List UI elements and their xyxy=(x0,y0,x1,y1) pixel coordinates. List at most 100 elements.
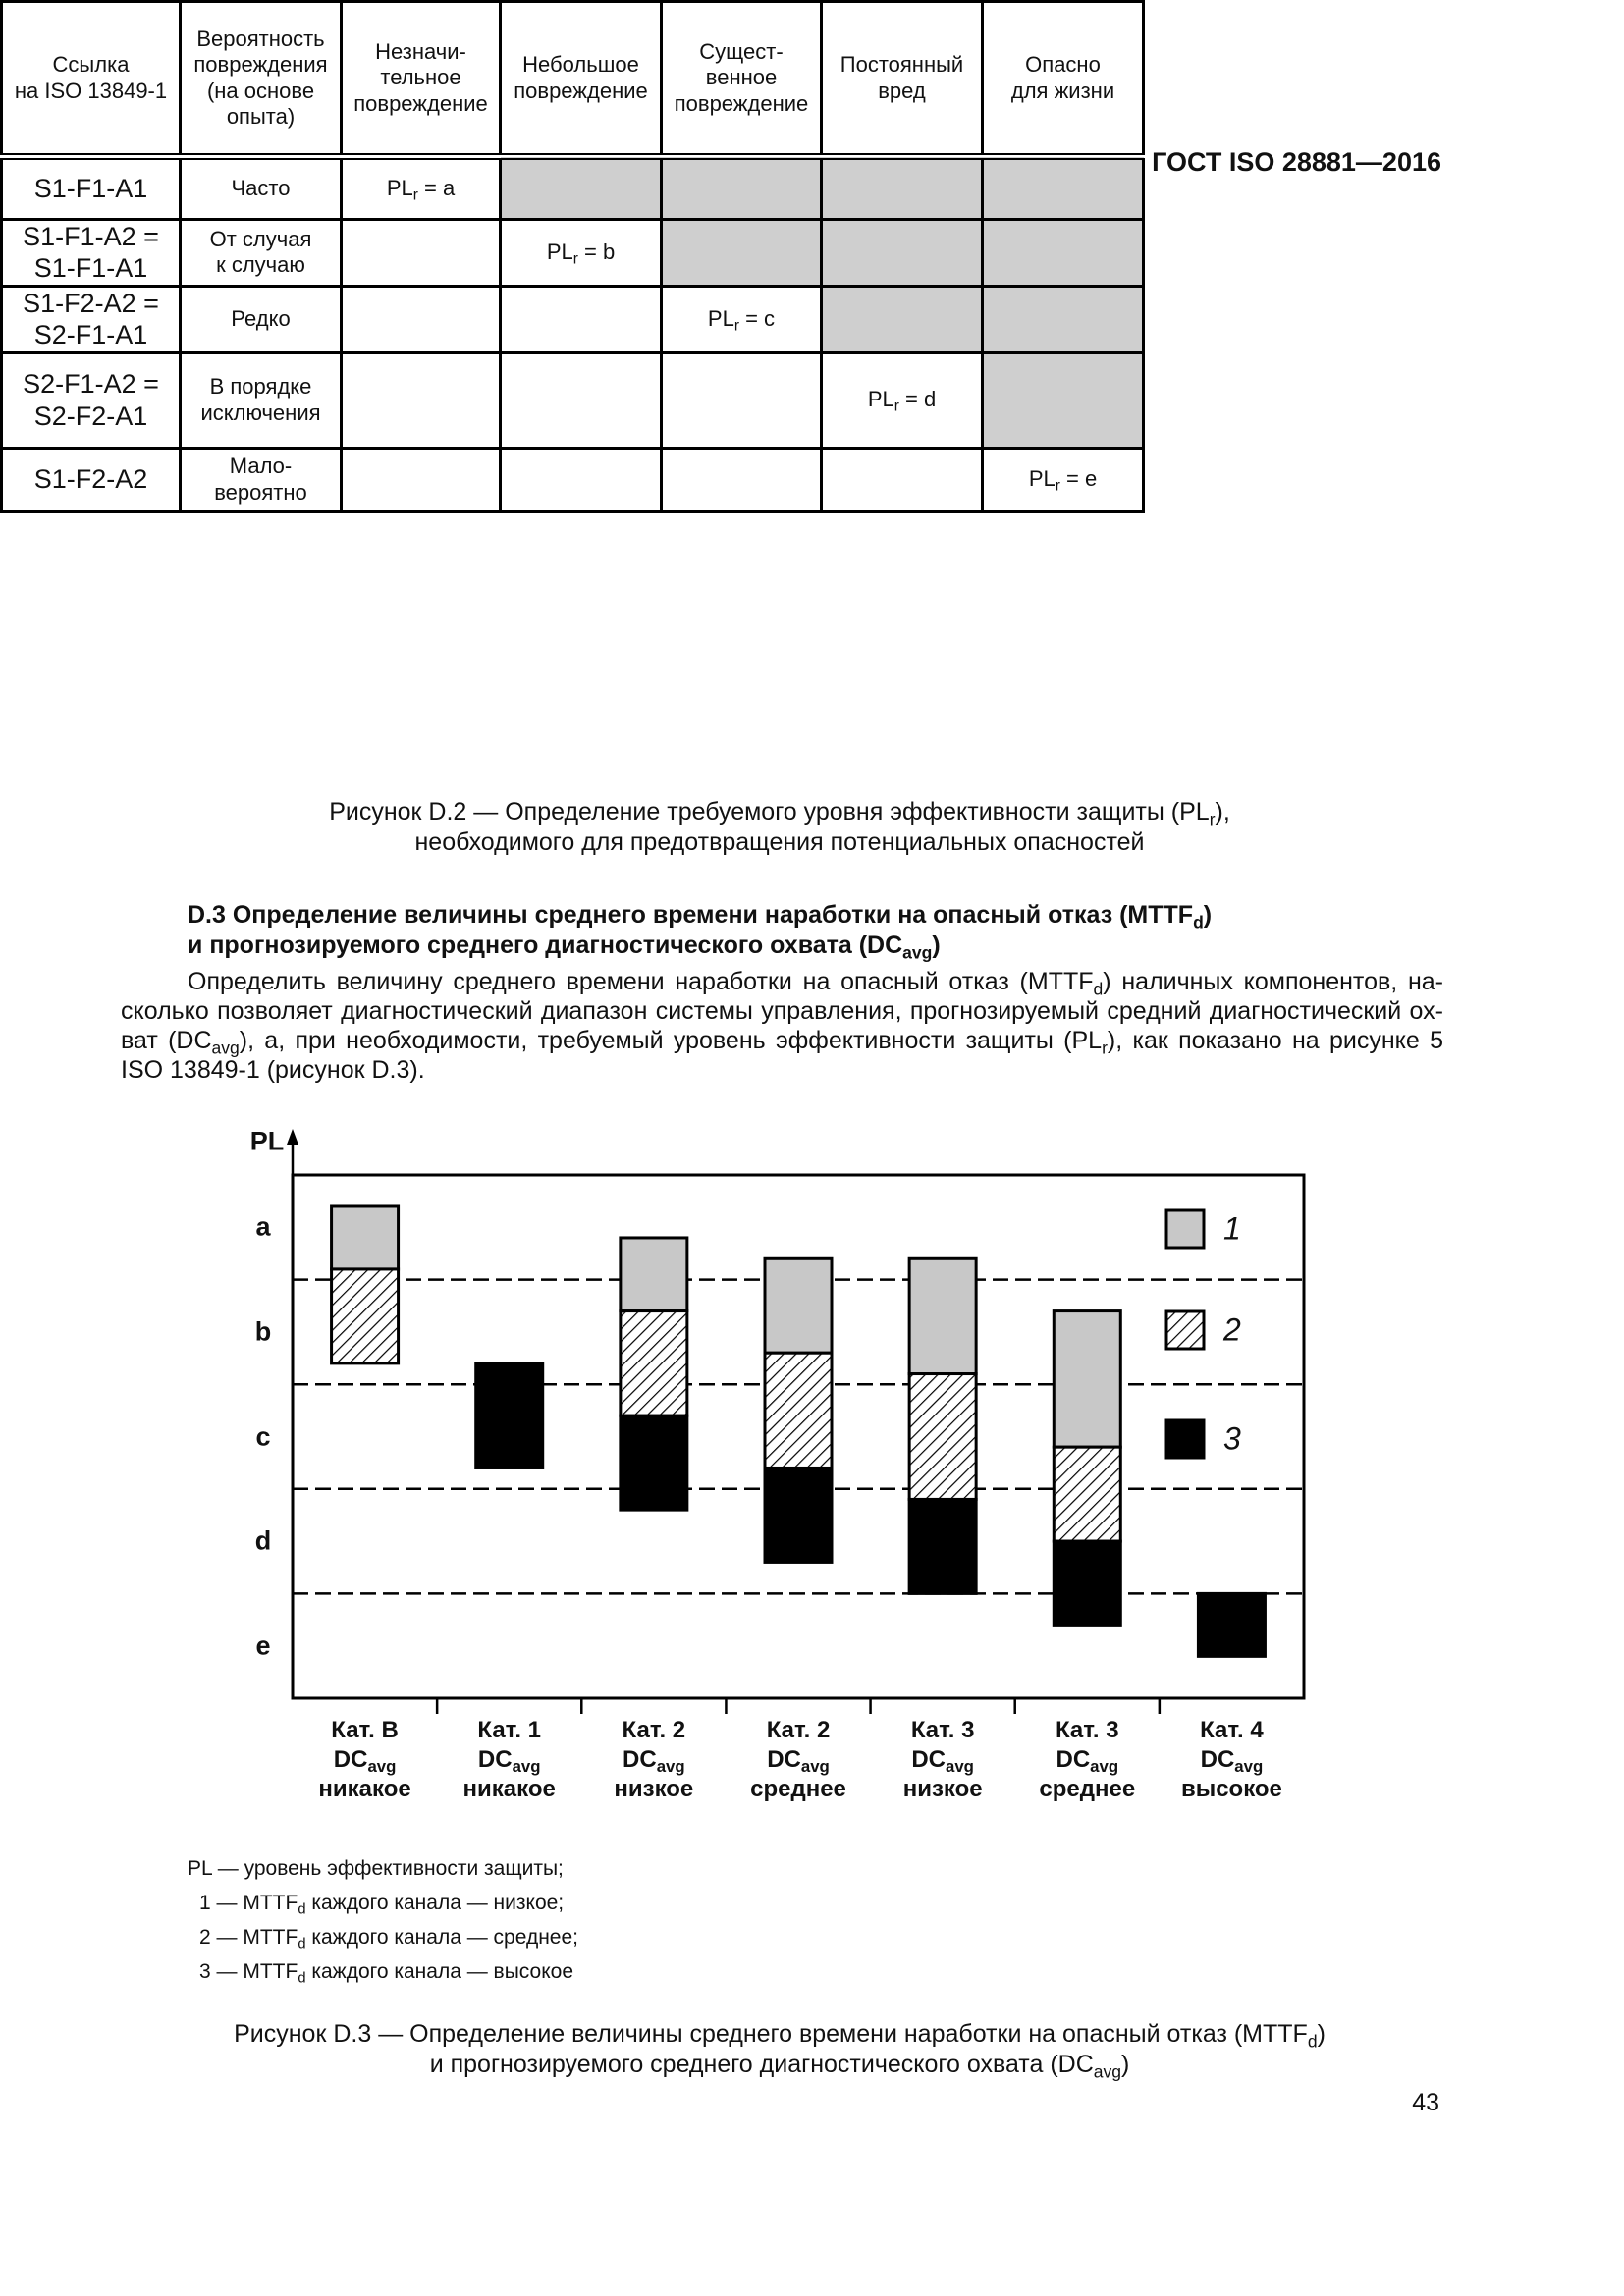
y-tick-label: a xyxy=(255,1211,271,1242)
text-run: ), необходимого для предотвращения потен… xyxy=(414,798,1230,856)
text-run: Опасно для жизни xyxy=(1010,52,1115,103)
text-run: ) xyxy=(1120,2051,1130,2078)
table-row: S1-F1-A1 Часто PLr = a xyxy=(0,155,1145,221)
bar-segment xyxy=(763,1351,834,1469)
text-run: S2-F1-A2 = S2-F2-A1 xyxy=(23,369,159,431)
x-tick-label: Кат. 2 DCavg среднее xyxy=(750,1716,846,1804)
text-run: высокое xyxy=(1180,1776,1282,1802)
text-run: Кат. 3 DC xyxy=(1055,1717,1119,1773)
table-cell xyxy=(820,155,984,221)
bar-segment xyxy=(763,1256,834,1355)
table-cell xyxy=(660,350,823,450)
text-run: сколько позволяет диагностический диапаз… xyxy=(121,997,1443,1025)
table-cell: PLr = e xyxy=(981,446,1145,513)
bar-segment xyxy=(330,1267,401,1365)
x-tick-label: Кат. 3 DCavg среднее xyxy=(1039,1716,1135,1804)
bar-segment xyxy=(907,1372,978,1501)
text-run: каждого канала — низкое; xyxy=(305,1892,565,1914)
subscript: avg xyxy=(800,1757,830,1777)
text-run: = c xyxy=(738,305,776,331)
subscript: r xyxy=(1102,1038,1108,1058)
text-run: Вероятность повреждения (на основе опыта… xyxy=(193,26,328,129)
header-cell: Небольшое повреждение xyxy=(499,0,663,160)
text-run: низкое xyxy=(902,1776,983,1802)
paragraph-line: ват (DCavg), а, при необходимости, требу… xyxy=(121,1026,1443,1058)
table-cell xyxy=(820,284,984,354)
bar-segment xyxy=(474,1362,545,1469)
table-cell: S1-F1-A2 = S1-F1-A1 xyxy=(0,218,182,288)
text-run: Небольшое повреждение xyxy=(514,52,648,103)
table-cell xyxy=(981,155,1145,221)
text-run: = e xyxy=(1059,466,1098,492)
subscript: avg xyxy=(367,1757,397,1777)
header-cell: Вероятность повреждения (на основе опыта… xyxy=(179,0,343,160)
pl-table: Ссылка на ISO 13849-1 Вероятность поврежд… xyxy=(0,0,1145,513)
header-cell: Сущест- венное повреждение xyxy=(660,0,823,160)
text-run: никакое xyxy=(318,1776,411,1802)
subscript: r xyxy=(893,398,899,415)
text-run: ) и прогнозируемого среднего диагностиче… xyxy=(429,2020,1326,2078)
table-cell xyxy=(340,284,502,354)
text-run: среднее xyxy=(1039,1776,1136,1802)
x-tick-label: Кат. 3 DCavg низкое xyxy=(903,1716,983,1804)
text-run: В порядке исключения xyxy=(200,374,321,425)
bar-segment xyxy=(619,1309,689,1417)
legend-swatch xyxy=(1164,1208,1206,1250)
header-cell: Опасно для жизни xyxy=(981,0,1145,160)
text-run: PL xyxy=(707,305,734,331)
table-cell: S1-F1-A1 xyxy=(0,155,182,221)
note-line: PL — уровень эффективности защиты; xyxy=(188,1851,578,1886)
table-body: S1-F1-A1 Часто PLr = a S1-F1-A2 = S1-F1-A1 О… xyxy=(0,155,1145,513)
x-tick-label: Кат. B DCavg никакое xyxy=(318,1716,410,1804)
legend-label: 3 xyxy=(1223,1420,1241,1457)
subscript: d xyxy=(1193,912,1204,933)
table-cell xyxy=(340,350,502,450)
text-run: Кат. 2 DC xyxy=(622,1717,686,1773)
x-tick-label: Кат. 1 DCavg никакое xyxy=(463,1716,556,1804)
plot-frame xyxy=(291,1173,1306,1700)
table-cell xyxy=(340,218,502,288)
text-run: От случая к случаю xyxy=(209,227,312,278)
text-run: 3 — MTTF xyxy=(199,1960,298,1983)
table-cell: S2-F1-A2 = S2-F2-A1 xyxy=(0,350,182,450)
table-cell xyxy=(499,350,663,450)
text-run: PL xyxy=(867,387,894,412)
text-run: PL xyxy=(386,176,413,201)
text-run: никакое xyxy=(462,1776,556,1802)
table-cell xyxy=(981,350,1145,450)
text-run: ISO 13849-1 (рисунок D.3). xyxy=(121,1056,425,1084)
subscript: d xyxy=(298,1936,306,1952)
legend-swatch xyxy=(1164,1418,1206,1460)
text-run: PL xyxy=(1028,466,1056,492)
table-cell xyxy=(340,446,502,513)
text-run: ват (DC xyxy=(121,1027,212,1054)
text-run: каждого канала — среднее; xyxy=(305,1926,579,1949)
table-cell: Редко xyxy=(179,284,343,354)
bar-segment xyxy=(1052,1309,1122,1449)
header-cell: Ссылка на ISO 13849-1 xyxy=(0,0,182,160)
text-run: 1 — MTTF xyxy=(199,1892,298,1914)
y-tick-label: d xyxy=(254,1525,272,1556)
x-tick-label: Кат. 2 DCavg низкое xyxy=(614,1716,693,1804)
bar-segment xyxy=(1052,1445,1122,1543)
text-run: 2 — MTTF xyxy=(199,1926,298,1949)
table-row: S1-F2-A2 = S2-F1-A1 Редко PLr = c xyxy=(0,284,1145,354)
subscript: d xyxy=(1093,979,1104,999)
paragraph: Определить величину среднего времени нар… xyxy=(121,967,1443,1085)
bar-segment xyxy=(330,1204,401,1271)
table-cell: В порядке исключения xyxy=(179,350,343,450)
subscript: d xyxy=(298,1970,306,1987)
text-run: Редко xyxy=(231,305,291,331)
text-run: PL xyxy=(546,240,573,265)
text-run: Сущест- венное повреждение xyxy=(674,38,809,116)
text-run: S1-F2-A2 = S2-F1-A1 xyxy=(23,288,159,350)
y-tick-label: c xyxy=(255,1421,271,1451)
text-run: Определить величину среднего времени нар… xyxy=(188,968,1094,995)
header-cell: Постоянный вред xyxy=(820,0,984,160)
bar-segment xyxy=(619,1236,689,1313)
doc-header: ГОСТ ISO 28881—2016 xyxy=(1152,147,1441,177)
paragraph-line: Определить величину среднего времени нар… xyxy=(121,967,1444,999)
bar-segment xyxy=(1196,1591,1267,1658)
text-run: ) наличных компонентов, на- xyxy=(1103,968,1444,995)
